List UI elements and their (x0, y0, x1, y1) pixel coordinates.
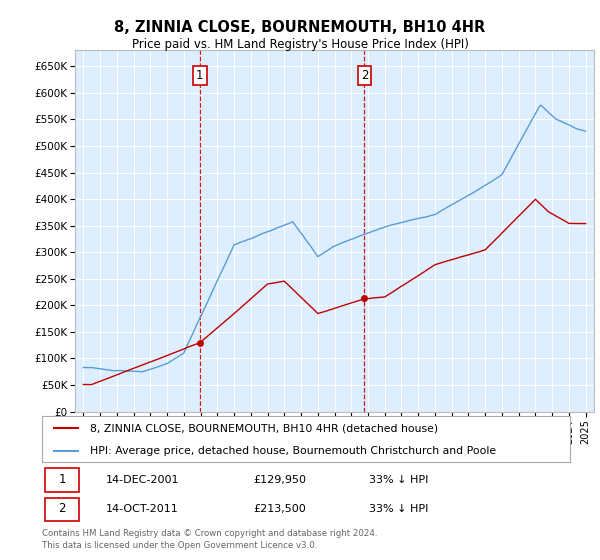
Text: 1: 1 (58, 473, 66, 486)
Text: Price paid vs. HM Land Registry's House Price Index (HPI): Price paid vs. HM Land Registry's House … (131, 38, 469, 51)
Text: 8, ZINNIA CLOSE, BOURNEMOUTH, BH10 4HR (detached house): 8, ZINNIA CLOSE, BOURNEMOUTH, BH10 4HR (… (89, 423, 437, 433)
Text: 33% ↓ HPI: 33% ↓ HPI (370, 474, 429, 484)
FancyBboxPatch shape (44, 469, 79, 492)
Text: £129,950: £129,950 (253, 474, 306, 484)
Text: 2: 2 (58, 502, 66, 515)
Text: Contains HM Land Registry data © Crown copyright and database right 2024.
This d: Contains HM Land Registry data © Crown c… (42, 529, 377, 550)
Text: 14-OCT-2011: 14-OCT-2011 (106, 503, 178, 514)
Text: 8, ZINNIA CLOSE, BOURNEMOUTH, BH10 4HR: 8, ZINNIA CLOSE, BOURNEMOUTH, BH10 4HR (115, 20, 485, 35)
Text: £213,500: £213,500 (253, 503, 306, 514)
FancyBboxPatch shape (44, 498, 79, 521)
Text: 14-DEC-2001: 14-DEC-2001 (106, 474, 179, 484)
Text: 2: 2 (361, 69, 368, 82)
Text: 1: 1 (196, 69, 203, 82)
Text: 33% ↓ HPI: 33% ↓ HPI (370, 503, 429, 514)
Text: HPI: Average price, detached house, Bournemouth Christchurch and Poole: HPI: Average price, detached house, Bour… (89, 446, 496, 455)
